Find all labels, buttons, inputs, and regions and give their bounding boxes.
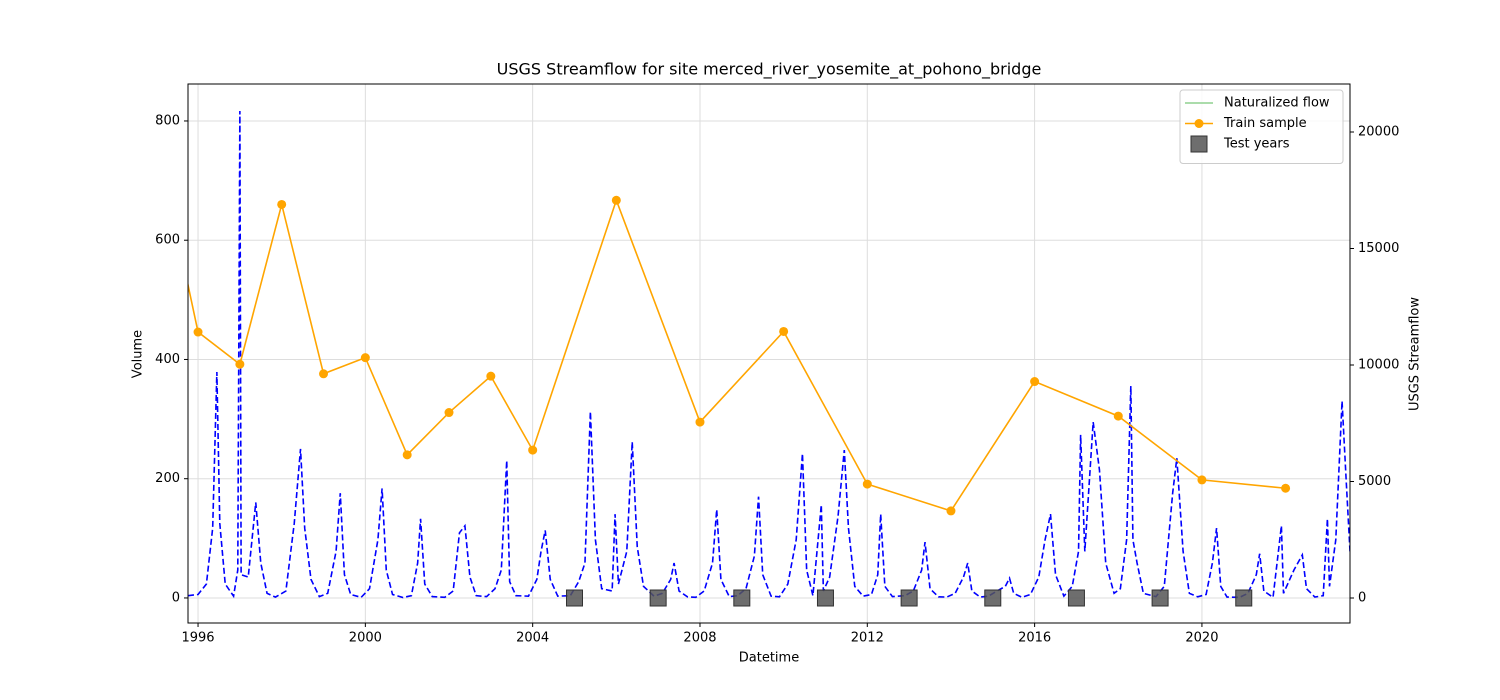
point — [649, 589, 667, 607]
point — [1235, 589, 1253, 607]
y-tick-label: 200 — [155, 471, 180, 486]
point — [1197, 475, 1207, 485]
y-tick-label: 800 — [155, 113, 180, 128]
point — [1151, 589, 1169, 607]
point — [444, 408, 454, 418]
y2-axis-label: USGS Streamflow — [1408, 297, 1423, 411]
plot-frame — [187, 83, 1351, 624]
x-tick-label: 2016 — [1018, 631, 1051, 646]
legend-label: Naturalized flow — [1224, 96, 1330, 111]
point — [733, 589, 751, 607]
point — [984, 589, 1002, 607]
y-tick-label: 400 — [155, 352, 180, 367]
y2-tick-label: 10000 — [1358, 357, 1399, 372]
legend-swatch — [1194, 119, 1204, 128]
point — [779, 326, 789, 336]
y2-tick-label: 5000 — [1358, 474, 1391, 489]
y2-tick-label: 15000 — [1358, 241, 1399, 256]
point — [360, 353, 370, 363]
y2-tick-label: 0 — [1358, 590, 1366, 605]
legend-box — [1179, 89, 1344, 164]
point — [862, 479, 872, 489]
point — [946, 506, 956, 516]
point — [486, 371, 496, 381]
point — [277, 199, 287, 209]
x-tick-label: 2008 — [683, 631, 716, 646]
point — [1030, 377, 1040, 387]
point — [565, 589, 583, 607]
legend-label: Train sample — [1223, 116, 1307, 131]
point — [235, 359, 245, 369]
point — [1067, 589, 1085, 607]
point — [900, 589, 918, 607]
legend-swatch — [1190, 135, 1208, 153]
y-tick-label: 0 — [172, 590, 180, 605]
chart-title: USGS Streamflow for site merced_river_yo… — [497, 60, 1042, 80]
y2-tick-label: 20000 — [1358, 124, 1399, 139]
point — [1113, 411, 1123, 421]
x-tick-label: 2020 — [1185, 631, 1218, 646]
series-line — [188, 111, 1350, 599]
x-tick-label: 1996 — [181, 631, 214, 646]
legend-label: Test years — [1223, 137, 1290, 152]
x-tick-label: 2004 — [516, 631, 549, 646]
x-tick-label: 2012 — [851, 631, 884, 646]
point — [319, 369, 329, 379]
grid — [188, 84, 1350, 623]
legend: Naturalized flow Train sample Test years — [1179, 89, 1344, 164]
point — [1281, 483, 1291, 493]
x-tick-label: 2000 — [349, 631, 382, 646]
plot-area — [188, 111, 1350, 607]
y-tick-label: 600 — [155, 233, 180, 248]
point — [816, 589, 834, 607]
point — [402, 450, 412, 460]
point — [528, 445, 538, 455]
x-axis-label: Datetime — [739, 651, 799, 666]
point — [695, 417, 705, 427]
point — [193, 327, 203, 337]
point — [611, 195, 621, 205]
y-axis-label: Volume — [131, 330, 146, 378]
